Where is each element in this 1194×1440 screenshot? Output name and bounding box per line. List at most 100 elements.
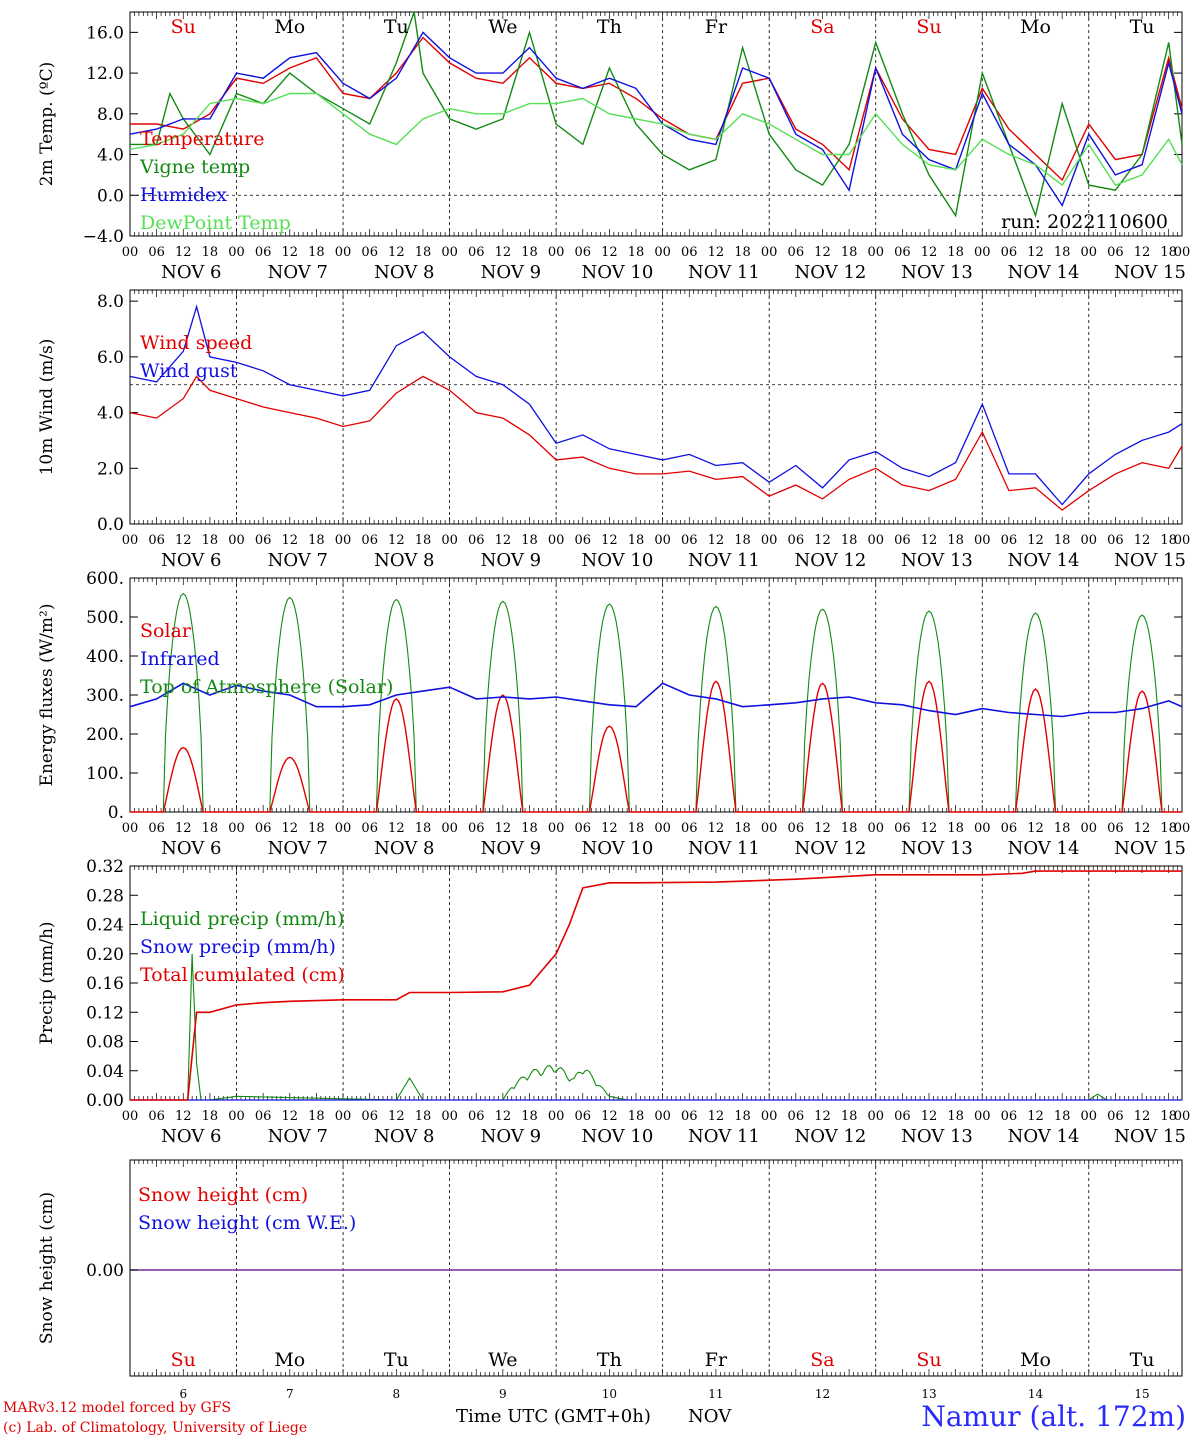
hour-tick-label: 18 xyxy=(202,1109,219,1124)
infrared-curve xyxy=(129,682,1183,718)
toa-solar-curve xyxy=(556,603,663,813)
hour-tick-label: 12 xyxy=(601,245,618,260)
hour-tick-label: 06 xyxy=(894,821,911,836)
legend-entry: Temperature xyxy=(140,128,264,150)
legend-entry: Liquid precip (mm/h) xyxy=(140,908,344,930)
y-tick-label: 0.08 xyxy=(86,1033,124,1053)
solar-curve xyxy=(982,688,1089,813)
hour-tick-label: 06 xyxy=(788,821,805,836)
hour-tick-label: 00 xyxy=(335,533,352,548)
plot-frame xyxy=(129,11,1183,237)
toa-solar-curve xyxy=(982,612,1089,813)
legend-entry: Humidex xyxy=(140,184,227,206)
hour-tick-label: 00 xyxy=(654,821,671,836)
hour-tick-label: 18 xyxy=(521,821,538,836)
hour-tick-label: 06 xyxy=(681,245,698,260)
y-tick-label: 400. xyxy=(86,647,124,667)
day-label: NOV 9 xyxy=(481,262,541,283)
hour-tick-label: 06 xyxy=(788,1109,805,1124)
hour-tick-label: 00 xyxy=(867,533,884,548)
y-tick-label: 0. xyxy=(108,803,124,823)
hour-tick-label: 06 xyxy=(255,1109,272,1124)
hour-tick-label: 06 xyxy=(894,533,911,548)
y-tick-label: 300. xyxy=(86,686,124,706)
day-label: NOV 13 xyxy=(901,262,973,283)
y-tick-label: 0.20 xyxy=(86,945,124,965)
hour-tick-label: 18 xyxy=(841,533,858,548)
solar-curve xyxy=(556,725,663,813)
hour-tick-label: 00 xyxy=(867,1109,884,1124)
y-tick-label: 4.0 xyxy=(97,146,124,166)
y-tick-label: 600. xyxy=(86,569,124,589)
solar-curve xyxy=(236,756,344,813)
day-label: NOV 7 xyxy=(268,550,328,571)
panel-3: 00 06 12 18 NOV 6 00 06 12 18 NOV 7 00 06 12 18 NOV 8 0… xyxy=(37,569,1190,859)
hour-tick-label: 06 xyxy=(681,533,698,548)
hour-tick-label: 12 xyxy=(175,245,192,260)
hour-tick-label: 06 xyxy=(361,245,378,260)
y-tick-label: 8.0 xyxy=(97,105,124,125)
day-number-label: 6 xyxy=(179,1387,187,1401)
y-tick-label: 12.0 xyxy=(86,64,124,84)
weekday-label: Sa xyxy=(810,16,834,38)
day-label: NOV 14 xyxy=(1008,1126,1080,1147)
hour-tick-label: 12 xyxy=(814,821,831,836)
hour-tick-label: 06 xyxy=(255,533,272,548)
day-label: NOV 7 xyxy=(268,1126,328,1147)
hour-tick-label: 12 xyxy=(282,533,299,548)
hour-tick-label: 12 xyxy=(282,245,299,260)
hour-tick-label: 00 xyxy=(1174,533,1191,548)
hour-tick-label: 12 xyxy=(1134,821,1151,836)
hour-tick-label: 00 xyxy=(867,245,884,260)
legend-entry: Snow height (cm W.E.) xyxy=(138,1212,356,1234)
hour-tick-label: 12 xyxy=(495,245,512,260)
day-number-label: 8 xyxy=(393,1387,401,1401)
panel-4: 00 06 12 18 NOV 6 00 06 12 18 NOV 7 00 06 12 18 NOV 8 0… xyxy=(37,857,1190,1147)
hour-tick-label: 06 xyxy=(894,1109,911,1124)
day-label: NOV 10 xyxy=(581,550,653,571)
hour-tick-label: 00 xyxy=(974,821,991,836)
weekday-label: Mo xyxy=(274,16,305,38)
solar-curve xyxy=(769,682,876,813)
y-tick-label: 0.0 xyxy=(97,186,124,206)
hour-tick-label: 00 xyxy=(228,533,245,548)
panel-5: Snow height (cm) 0.00 Snow height (cm) Snow… xyxy=(37,1159,1183,1401)
day-label: NOV 13 xyxy=(901,1126,973,1147)
hour-tick-label: 18 xyxy=(1160,533,1177,548)
y-tick-label: 4.0 xyxy=(97,404,124,424)
toa-solar-curve xyxy=(1088,614,1182,813)
hour-tick-label: 06 xyxy=(361,533,378,548)
hour-tick-label: 18 xyxy=(415,245,432,260)
day-number-label: 9 xyxy=(499,1387,507,1401)
day-label: NOV 12 xyxy=(795,1126,867,1147)
y-tick-label: 16.0 xyxy=(86,23,124,43)
hour-tick-label: 12 xyxy=(601,821,618,836)
y-tick-label: 500. xyxy=(86,608,124,628)
hour-tick-label: 12 xyxy=(175,533,192,548)
hour-tick-label: 12 xyxy=(1134,245,1151,260)
day-label: NOV 12 xyxy=(795,550,867,571)
hour-tick-label: 06 xyxy=(1107,1109,1124,1124)
toa-solar-curve xyxy=(236,596,344,813)
series-line xyxy=(130,36,1183,182)
day-label: NOV 11 xyxy=(688,838,760,859)
day-number-label: 14 xyxy=(1028,1387,1044,1401)
hour-tick-label: 18 xyxy=(734,533,751,548)
day-label: NOV 14 xyxy=(1008,838,1080,859)
y-tick-label: 0.28 xyxy=(86,886,124,906)
weekday-label: Su xyxy=(171,1349,196,1371)
hour-tick-label: 06 xyxy=(255,245,272,260)
hour-tick-label: 00 xyxy=(122,1109,139,1124)
solar-curve xyxy=(449,694,557,813)
hour-tick-label: 18 xyxy=(734,821,751,836)
y-tick-label: 0.00 xyxy=(86,1091,124,1111)
legend-entry: DewPoint Temp xyxy=(140,212,291,234)
hour-tick-label: 18 xyxy=(521,245,538,260)
day-label: NOV 8 xyxy=(374,262,434,283)
hour-tick-label: 06 xyxy=(1001,1109,1018,1124)
hour-tick-label: 00 xyxy=(441,1109,458,1124)
hour-tick-label: 12 xyxy=(814,533,831,548)
hour-tick-label: 06 xyxy=(574,1109,591,1124)
day-label: NOV 15 xyxy=(1114,1126,1186,1147)
hour-tick-label: 18 xyxy=(415,533,432,548)
